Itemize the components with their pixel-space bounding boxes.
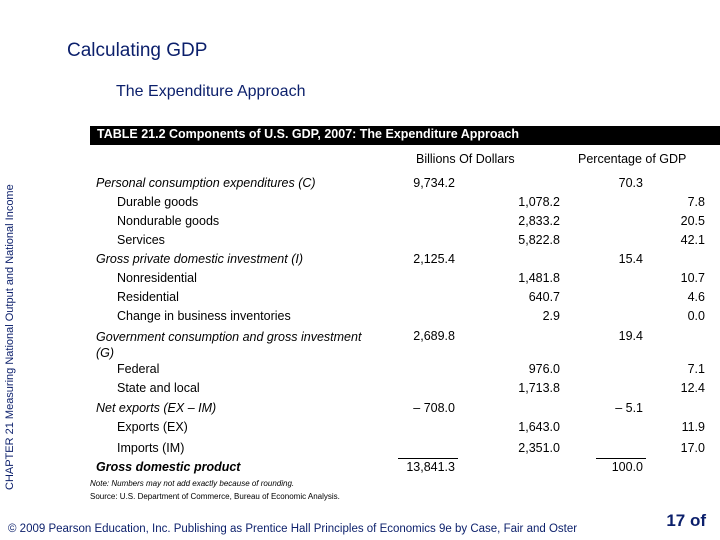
table-row-inventories: Change in business inventories 2.9 0.0 — [0, 309, 720, 327]
row-value: 1,078.2 — [518, 195, 560, 209]
row-percent: 42.1 — [680, 233, 705, 247]
row-value: 976.0 — [528, 362, 560, 376]
sum-line-percent — [596, 458, 646, 459]
slide-subtitle: The Expenditure Approach — [116, 83, 306, 100]
row-label: Federal — [117, 362, 160, 376]
row-percent: 19.4 — [618, 329, 643, 343]
row-value: 2,351.0 — [518, 441, 560, 455]
table-row-state-local: State and local 1,713.8 12.4 — [0, 381, 720, 399]
row-value: 1,713.8 — [518, 381, 560, 395]
row-label: Net exports (EX – IM) — [96, 401, 217, 415]
row-percent: 10.7 — [680, 271, 705, 285]
table-row-durable: Durable goods 1,078.2 7.8 — [0, 195, 720, 213]
table-caption: TABLE 21.2 Components of U.S. GDP, 2007:… — [97, 127, 520, 141]
row-label: State and local — [117, 381, 200, 395]
sum-line-billions — [398, 458, 458, 459]
column-header-billions: Billions Of Dollars — [416, 152, 515, 166]
row-label: Nondurable goods — [117, 214, 220, 228]
row-percent: 17.0 — [680, 441, 705, 455]
row-percent: 15.4 — [618, 252, 643, 266]
row-value: 1,481.8 — [518, 271, 560, 285]
table-row-nonresidential: Nonresidential 1,481.8 10.7 — [0, 271, 720, 289]
table-row-net-exports: Net exports (EX – IM) – 708.0 – 5.1 — [0, 401, 720, 419]
row-label: Gross domestic product — [96, 460, 241, 474]
row-total: 9,734.2 — [413, 176, 455, 190]
row-total: 13,841.3 — [406, 460, 455, 474]
table-row-services: Services 5,822.8 42.1 — [0, 233, 720, 251]
row-percent: 11.9 — [681, 420, 705, 434]
row-percent: – 5.1 — [615, 401, 643, 415]
table-row-gdp: Gross domestic product 13,841.3 100.0 — [0, 460, 720, 478]
row-label: Services — [117, 233, 165, 247]
table-row-gpdi: Gross private domestic investment (I) 2,… — [0, 252, 720, 270]
row-percent: 12.4 — [680, 381, 705, 395]
row-total: 2,689.8 — [413, 329, 455, 343]
row-percent: 7.8 — [687, 195, 705, 209]
row-value: 640.7 — [528, 290, 560, 304]
table-row-residential: Residential 640.7 4.6 — [0, 290, 720, 308]
row-percent: 100.0 — [611, 460, 643, 474]
row-percent: 20.5 — [680, 214, 705, 228]
row-percent: 4.6 — [687, 290, 705, 304]
table-note: Note: Numbers may not add exactly becaus… — [90, 479, 295, 488]
table-row-exports: Exports (EX) 1,643.0 11.9 — [0, 420, 720, 438]
row-label: Gross private domestic investment (I) — [96, 252, 304, 266]
row-percent: 70.3 — [618, 176, 643, 190]
row-percent: 0.0 — [687, 309, 705, 323]
table-row-imports: Imports (IM) 2,351.0 17.0 — [0, 441, 720, 459]
row-label: Residential — [117, 290, 179, 304]
table-source: Source: U.S. Department of Commerce, Bur… — [90, 492, 340, 501]
table-row-federal: Federal 976.0 7.1 — [0, 362, 720, 380]
row-percent: 7.1 — [687, 362, 705, 376]
row-label: Change in business inventories — [117, 309, 291, 323]
row-value: 5,822.8 — [518, 233, 560, 247]
row-label: Exports (EX) — [117, 420, 188, 434]
row-value: 1,643.0 — [518, 420, 560, 434]
row-value: 2.9 — [542, 309, 560, 323]
table-row-nondurable: Nondurable goods 2,833.2 20.5 — [0, 214, 720, 232]
table-row-pce: Personal consumption expenditures (C) 9,… — [0, 176, 720, 194]
slide-title: Calculating GDP — [67, 40, 208, 61]
row-total: 2,125.4 — [413, 252, 455, 266]
row-label: Imports (IM) — [117, 441, 185, 455]
row-label: Government consumption and gross investm… — [96, 330, 362, 360]
copyright-footer: © 2009 Pearson Education, Inc. Publishin… — [8, 523, 578, 535]
row-label: Durable goods — [117, 195, 199, 209]
row-label: Nonresidential — [117, 271, 197, 285]
page-number: 17 of — [666, 511, 706, 530]
row-total: – 708.0 — [413, 401, 455, 415]
table-caption-banner: TABLE 21.2 Components of U.S. GDP, 2007:… — [90, 126, 720, 145]
row-label: Personal consumption expenditures (C) — [96, 176, 316, 190]
table-row-government: Government consumption and gross investm… — [0, 329, 720, 360]
row-value: 2,833.2 — [518, 214, 560, 228]
column-header-percent: Percentage of GDP — [578, 152, 687, 166]
